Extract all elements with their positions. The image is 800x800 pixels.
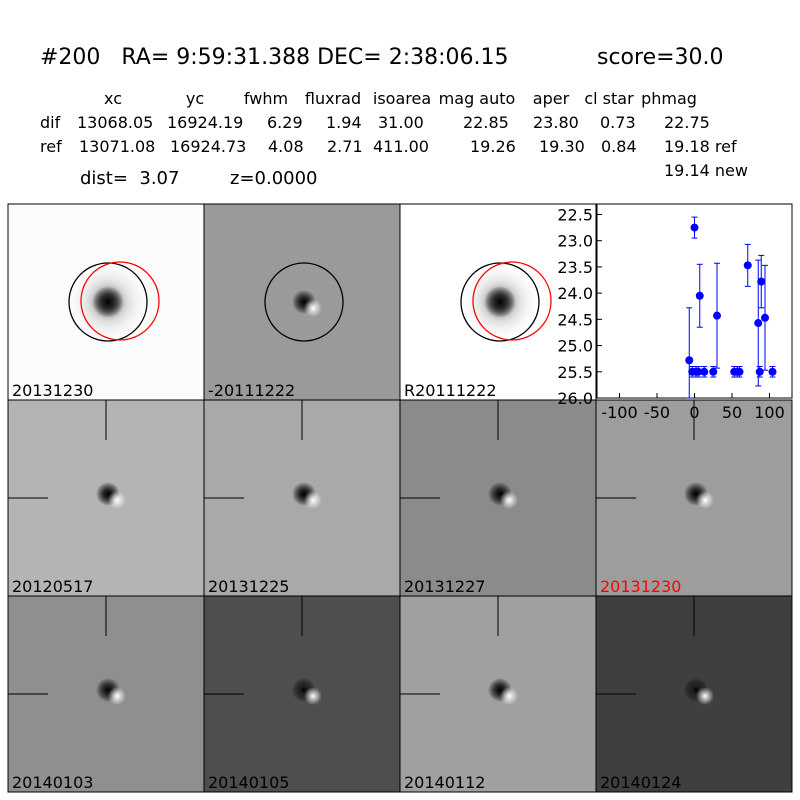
source-bright [108,687,126,705]
source-bright [500,491,518,509]
table-cell: dif [40,113,61,132]
source-bright [304,491,322,509]
column-header: fwhm [244,89,288,108]
column-header: cl star [584,89,634,108]
table-cell: 13068.05 [77,113,153,132]
score: score=30.0 [597,45,724,70]
data-point [700,367,709,376]
table-cell: 13071.08 [79,137,155,156]
data-point [768,367,777,376]
panel-label: 20140112 [404,773,485,792]
dist: dist= 3.07 [80,168,179,189]
image-panels: 20131230 -20111222 R20111222 20120517 201312… [7,203,793,793]
column-header: xc [104,89,122,108]
panel-label: 20140103 [12,773,93,792]
new-circle [80,261,160,341]
x-tick-label: 0 [689,403,699,422]
x-tick-label: 100 [754,403,785,422]
table-cell: 31.00 [378,113,424,132]
data-point [754,319,763,328]
table-cell: 4.08 [268,137,304,156]
new-circle [472,261,552,341]
column-header: isoarea [373,89,431,108]
y-tick-label: 25.5 [557,363,593,382]
table-cell: 22.85 [463,113,509,132]
data-point [755,367,764,376]
source-bright [304,299,322,317]
ref-circle [460,262,540,342]
table-note: 19.14 new [664,161,748,180]
y-tick-label: 23.5 [557,258,593,277]
panel-label: 20131230 [600,577,681,596]
title: #200 RA= 9:59:31.388 DEC= 2:38:06.15 [40,45,509,70]
panel-label: 20131227 [404,577,485,596]
source-bright [304,687,322,705]
column-header: phmag [641,89,697,108]
table-cell: 23.80 [533,113,579,132]
ref-circle [68,262,148,342]
y-tick-label: 22.5 [557,205,593,224]
data-point [757,277,766,286]
panel-label: 20131225 [208,577,289,596]
data-point [743,261,752,270]
table-cell: 1.94 [326,113,362,132]
panel-label: 20140105 [208,773,289,792]
table-cell: 0.84 [601,137,637,156]
column-header: yc [186,89,204,108]
data-point [735,367,744,376]
data-point [694,367,703,376]
table-cell: 19.26 [470,137,516,156]
table: xc yc fwhm fluxrad isoarea mag auto aper cl sta… [40,89,737,156]
table-cell: 19.18 ref [664,137,737,156]
table-cell: 411.00 [373,137,429,156]
source-bright [696,491,714,509]
column-header: fluxrad [305,89,361,108]
panel-label: 20120517 [12,577,93,596]
x-tick-label: -100 [601,403,637,422]
source-dark [92,286,124,318]
table-cell: 0.73 [600,113,636,132]
data-point [709,367,718,376]
y-tick-label: 24.0 [557,284,593,303]
data-point [761,313,769,322]
table-cell: 2.71 [327,137,363,156]
y-tick-label: 25.0 [557,337,593,356]
table-cell: 6.29 [267,113,303,132]
panel-label: 20131230 [12,381,93,400]
panel-label: -20111222 [208,381,295,400]
source-dark [484,286,516,318]
y-tick-label: 23.0 [557,232,593,251]
redshift: z=0.0000 [230,168,318,189]
y-tick-label: 24.5 [557,310,593,329]
table-cell: 16924.73 [170,137,246,156]
x-tick-label: 50 [722,403,742,422]
x-tick-label: -50 [644,403,670,422]
table-cell: ref [40,137,62,156]
panel-label: R20111222 [404,381,497,400]
data-point [695,291,704,300]
data-point [713,311,721,320]
column-header: mag auto [439,89,516,108]
ref-circle [264,262,344,342]
data-point [685,356,694,365]
table-cell: 19.30 [539,137,585,156]
light-curve: 22.5 23.0 23.5 24.0 24.5 25.0 25.5 26.0 -100 -50 0… [557,203,793,422]
panel-label: 20140124 [600,773,681,792]
column-header: aper [533,89,570,108]
source-bright [108,491,126,509]
table-cell: 16924.19 [167,113,243,132]
y-tick-label: 26.0 [557,389,593,408]
source-bright [500,687,518,705]
data-point [690,223,699,232]
source-bright [696,687,714,705]
table-cell: 22.75 [664,113,710,132]
